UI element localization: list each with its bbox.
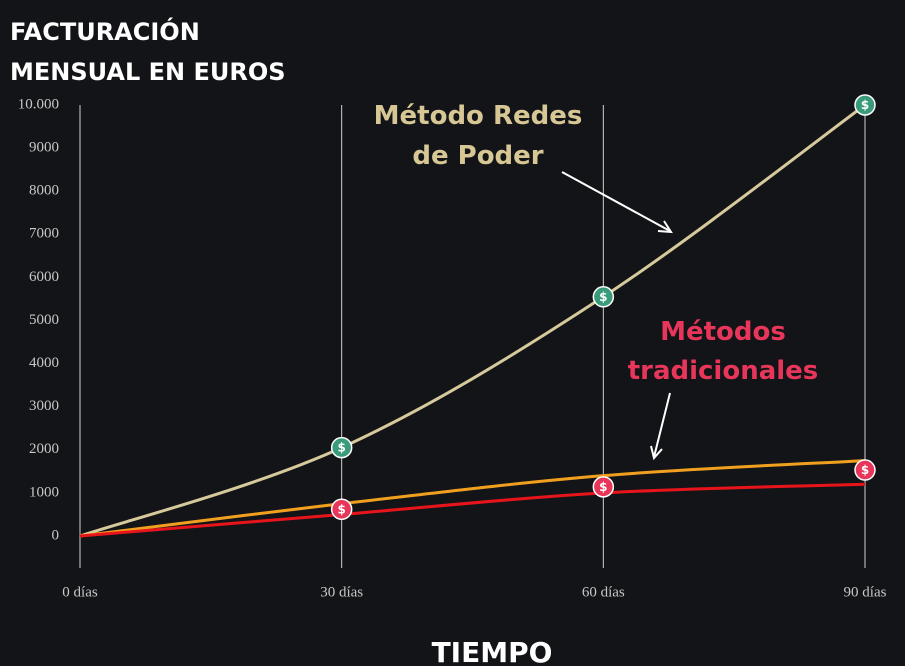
y-tick-label: 9000 <box>29 140 59 156</box>
marker <box>592 286 615 308</box>
x-tick-label: 30 días <box>320 584 363 600</box>
marker-symbol: $ <box>861 463 869 477</box>
marker <box>854 459 876 481</box>
annotation: Métodos <box>660 317 786 347</box>
annotation: Método Redes <box>374 101 583 131</box>
arrow <box>561 171 671 232</box>
chart-title: MENSUAL EN EUROS <box>10 58 286 86</box>
marker-symbol: $ <box>599 480 607 494</box>
x-axis-label: TIEMPO <box>432 636 553 666</box>
y-tick-label: 6000 <box>29 269 59 285</box>
line <box>79 482 866 538</box>
y-tick-label: 7000 <box>29 226 59 242</box>
annotation: tradicionales <box>628 356 819 386</box>
y-tick-label: 5000 <box>29 312 59 328</box>
marker-symbol: $ <box>861 98 869 112</box>
marker-symbol: $ <box>599 290 607 304</box>
y-tick-label: 10.000 <box>18 96 59 112</box>
marker <box>330 498 353 521</box>
x-tick-label: 60 días <box>582 584 625 600</box>
arrow-head <box>650 445 663 461</box>
chart-title: FACTURACIÓN <box>10 16 200 46</box>
line <box>79 103 866 538</box>
y-tick-label: 4000 <box>29 355 59 371</box>
marker-symbol: $ <box>337 502 345 516</box>
line <box>79 459 866 538</box>
annotation: de Poder <box>412 141 543 171</box>
arrow-head <box>657 220 673 234</box>
y-tick-label: 2000 <box>29 441 59 457</box>
marker <box>854 94 876 116</box>
y-tick-label: 1000 <box>29 484 59 500</box>
y-tick-label: 0 <box>52 527 60 543</box>
marker-symbol: $ <box>337 441 345 455</box>
x-tick-label: 0 días <box>62 584 98 600</box>
marker <box>592 476 615 498</box>
y-tick-label: 8000 <box>29 183 59 199</box>
arrows <box>561 171 673 461</box>
x-tick-label: 90 días <box>844 584 887 600</box>
y-tick-label: 3000 <box>29 398 59 414</box>
marker <box>330 436 353 459</box>
arrow <box>653 392 671 458</box>
